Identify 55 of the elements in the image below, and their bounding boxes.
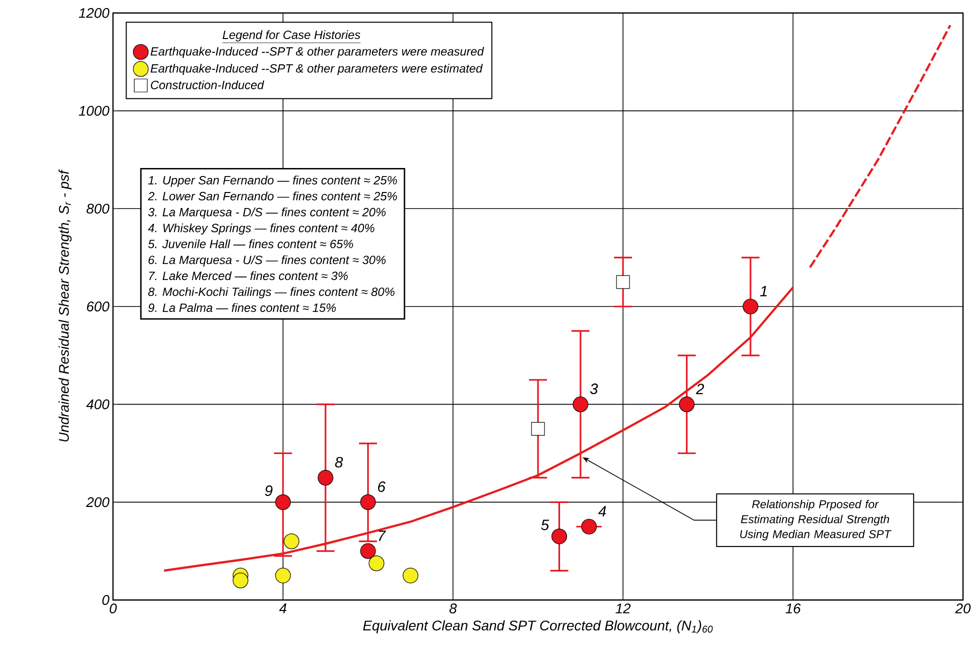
y-tick-label: 1200 <box>78 8 110 18</box>
x-tick-label: 16 <box>786 604 801 614</box>
x-tick-label: 8 <box>450 604 457 614</box>
legend-label: Construction-Induced <box>150 80 264 90</box>
point <box>616 275 630 289</box>
annotation: 6. La Marquesa - U/S — fines content ≈ 30% <box>148 255 386 267</box>
y-tick-label: 1000 <box>78 106 110 116</box>
annotation: 7 <box>378 530 386 541</box>
annotation: 9 <box>265 485 272 496</box>
annotation: 2. Lower San Fernando — fines content ≈ 25% <box>148 192 397 200</box>
annotation: 5 <box>541 520 550 530</box>
point <box>360 543 376 559</box>
y-tick-label: 400 <box>86 399 110 410</box>
annotation: 9. La Palma — fines content ≈ 15% <box>148 303 336 312</box>
annotation: 4. Whiskey Springs — fines content ≈ 40% <box>148 223 374 235</box>
legend-label: Earthquake-Induced --SPT & other parameters were estimated <box>150 64 483 76</box>
y-tick-label: 800 <box>86 204 110 214</box>
x-tick-label: 0 <box>110 604 117 614</box>
annotation: 1 <box>760 286 767 296</box>
point <box>581 518 597 534</box>
point <box>531 422 545 436</box>
point <box>318 470 334 486</box>
annotation: 1. Upper San Fernando — fines content ≈ 25% <box>148 176 397 187</box>
annotation: 5. Juvenile Hall — fines content ≈ 65% <box>148 239 354 248</box>
annotation: 8. Mochi-Kochi Tailings — fines content ≈ 80% <box>148 287 394 298</box>
annotation: 7. Lake Merced — fines content ≈ 3% <box>149 271 348 280</box>
annotation: 3. La Marquesa - D/S — fines content ≈ 20% <box>148 208 386 219</box>
point <box>232 572 248 588</box>
point <box>360 494 376 510</box>
annotation: 3 <box>590 384 598 394</box>
legend-label: Earthquake-Induced --SPT & other parameters were measured <box>150 46 484 58</box>
x-tick-label: 12 <box>616 604 631 614</box>
point <box>572 396 588 412</box>
x-tick-label: 4 <box>279 604 286 614</box>
annotation: Relationship Prposed for Estimating Residual Strength Using Median Measured SPT <box>740 500 892 540</box>
point <box>742 298 758 314</box>
legend-title: Legend for Case Histories <box>222 30 360 42</box>
annotation: 8 <box>335 456 343 468</box>
point <box>368 556 384 572</box>
annotation: 6 <box>378 481 386 492</box>
point <box>551 528 568 544</box>
y-axis-title: Undrained Residual Shear Strength, S$_{r}$ - psf <box>58 169 72 442</box>
annotation: 4 <box>598 506 606 516</box>
y-tick-label: 600 <box>86 302 110 312</box>
line-series <box>808 24 952 268</box>
point <box>284 533 300 550</box>
point <box>275 568 291 584</box>
point <box>275 494 291 510</box>
y-tick-label: 200 <box>86 497 110 508</box>
y-tick-label: 0 <box>102 595 110 605</box>
point <box>402 568 418 584</box>
x-tick-label: 20 <box>955 604 971 614</box>
annotation: 2 <box>696 384 704 394</box>
point <box>678 396 695 412</box>
x-axis-title: Equivalent Clean Sand SPT Corrected Blowcount, (N$_{1}$)$_{60}$ <box>363 620 713 634</box>
